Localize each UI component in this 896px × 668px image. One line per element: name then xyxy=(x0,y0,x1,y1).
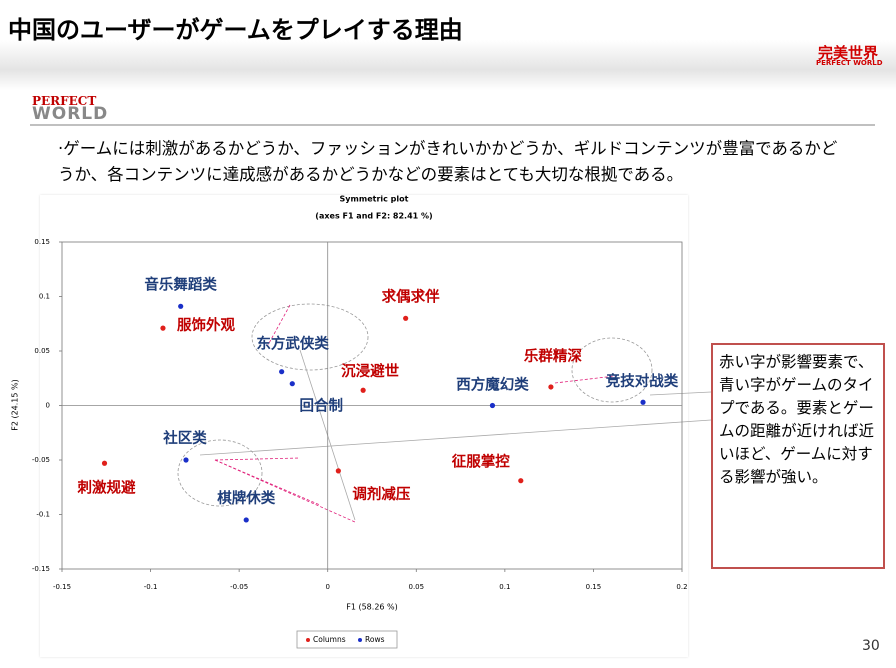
pointer xyxy=(649,391,712,396)
y-tick-label: 0.15 xyxy=(34,238,50,246)
point xyxy=(518,478,524,484)
y-axis-label: F2 (24.15 %) xyxy=(11,379,20,431)
x-tick-label: 0 xyxy=(325,583,329,591)
x-tick-label: 0.15 xyxy=(586,583,602,591)
x-tick-label: -0.15 xyxy=(53,583,71,591)
x-tick-label: 0.05 xyxy=(408,583,424,591)
chart-subtitle: (axes F1 and F2: 82.41 %) xyxy=(315,212,432,221)
point xyxy=(360,387,366,393)
legend-label: Rows xyxy=(365,635,385,644)
point xyxy=(548,384,554,390)
legend-box xyxy=(296,630,398,649)
point-label: 沉浸避世 xyxy=(341,362,399,380)
point xyxy=(243,517,249,523)
y-tick-label: -0.05 xyxy=(32,456,50,464)
legend-label: Columns xyxy=(313,635,346,644)
y-tick-label: 0 xyxy=(46,402,50,410)
connector xyxy=(214,457,301,461)
connector xyxy=(214,459,321,506)
logo-top: PERFECT xyxy=(32,94,97,108)
point-label: 回合制 xyxy=(300,397,344,415)
point xyxy=(178,303,184,309)
annotations xyxy=(177,303,653,507)
point-label: 西方魔幻类 xyxy=(456,376,529,394)
body-text: ·ゲームには刺激があるかどうか、ファッションがきれいかかどうか、ギルドコンテンツ… xyxy=(58,139,838,184)
point-label: 竞技对战类 xyxy=(606,372,679,390)
x-tick-label: 0.2 xyxy=(676,583,687,591)
point-label: 社区类 xyxy=(162,429,207,447)
page-number: 30 xyxy=(862,638,880,654)
point xyxy=(183,457,189,463)
brand-cn: 完美世界 xyxy=(818,44,879,62)
chart-title: Symmetric plot xyxy=(340,195,409,204)
point-label: 刺激规避 xyxy=(77,478,136,496)
point xyxy=(101,460,108,466)
point-label: 调剂减压 xyxy=(352,485,410,503)
y-tick-label: -0.15 xyxy=(32,565,50,573)
y-tick-label: 0.05 xyxy=(34,347,50,355)
connector-lines xyxy=(214,304,616,523)
x-tick-label: -0.1 xyxy=(144,583,158,591)
header-band xyxy=(0,40,896,90)
cluster-ellipse xyxy=(177,439,263,507)
point-label: 东方武侠类 xyxy=(256,335,329,353)
connector xyxy=(554,375,616,384)
point-label: 服饰外观 xyxy=(177,316,235,334)
point xyxy=(640,399,646,405)
connector xyxy=(214,459,356,523)
x-tick-label: 0.1 xyxy=(499,583,510,591)
point-label: 棋牌休类 xyxy=(217,489,275,507)
callout: 赤い字が影響要素で、青い字がゲームのタイプである。要素とゲームの距離が近ければ近… xyxy=(711,343,885,569)
logo-bottom: WORLD xyxy=(32,104,109,124)
pointer xyxy=(199,419,712,456)
x-axis-label: F1 (58.26 %) xyxy=(346,603,398,612)
point xyxy=(335,468,341,474)
y-tick-label: 0.1 xyxy=(39,293,50,301)
point-label: 征服掌控 xyxy=(452,453,510,471)
point-label: 音乐舞蹈类 xyxy=(144,275,217,293)
legend-marker xyxy=(306,638,310,642)
cluster-ellipse xyxy=(571,337,653,403)
point xyxy=(289,381,295,387)
point xyxy=(403,315,409,321)
point xyxy=(279,369,285,375)
point-label: 求偶求伴 xyxy=(382,287,440,305)
cluster-ellipse xyxy=(251,303,369,371)
chart-panel xyxy=(40,195,688,657)
y-tick-label: -0.1 xyxy=(36,511,50,519)
point xyxy=(160,325,166,331)
point xyxy=(489,402,496,409)
divider xyxy=(30,124,875,126)
point-label: 乐群精深 xyxy=(524,347,582,365)
x-tick-label: -0.05 xyxy=(230,583,248,591)
legend-marker xyxy=(358,638,362,642)
brand-en: PERFECT WORLD xyxy=(816,59,883,67)
slide-title: 中国のユーザーがゲームをプレイする理由 xyxy=(8,16,463,44)
connector xyxy=(267,304,291,346)
